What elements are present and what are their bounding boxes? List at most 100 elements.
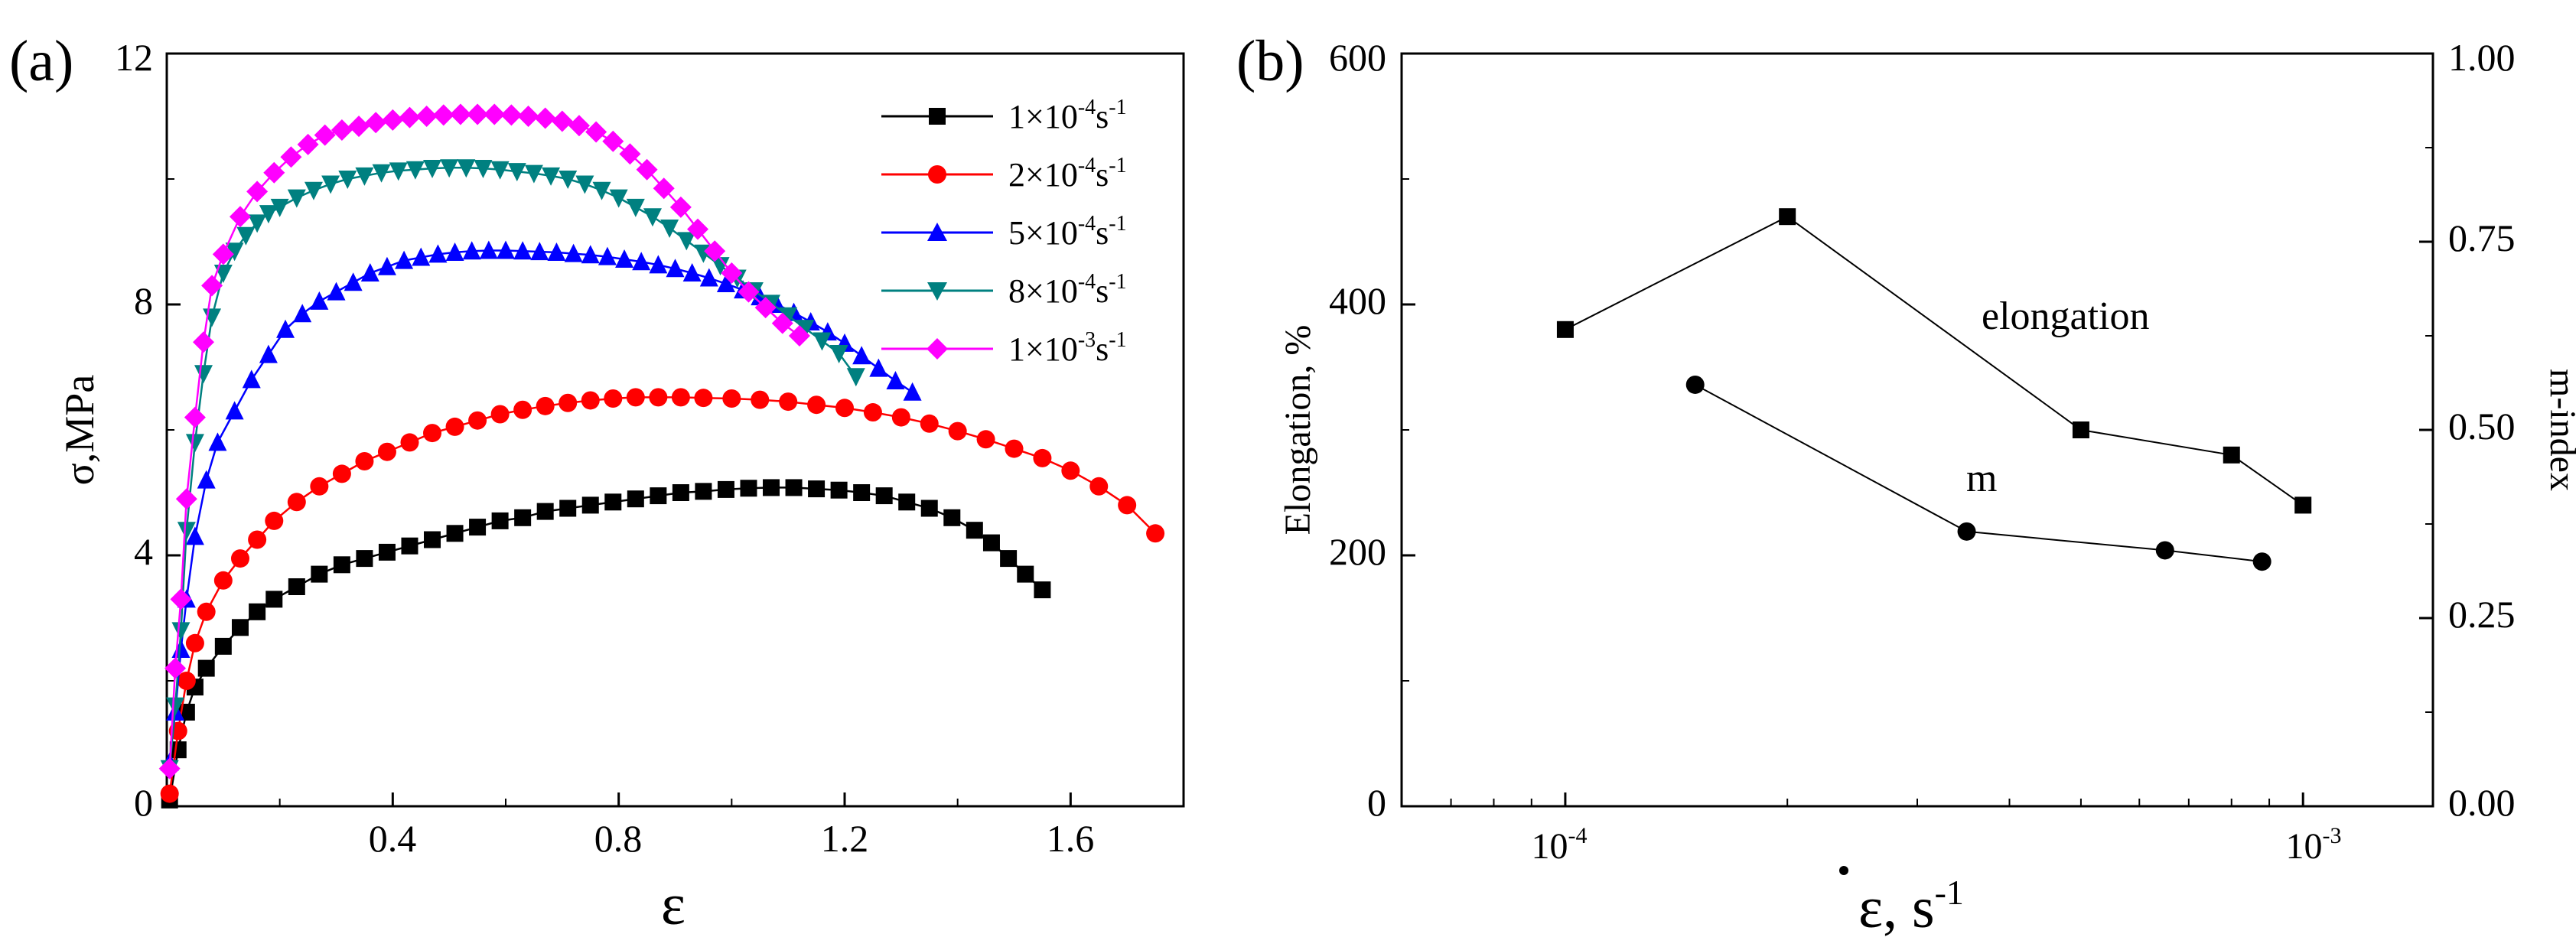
data-point-square	[265, 591, 283, 608]
data-point-diamond	[229, 206, 251, 228]
data-point-square	[214, 637, 232, 655]
data-point-diamond	[348, 116, 370, 138]
data-point-triangle-up	[513, 241, 532, 260]
legend-marker-triangle-down	[927, 282, 947, 301]
data-point-diamond	[158, 757, 181, 779]
data-point-diamond	[201, 275, 223, 297]
data-point-square	[943, 509, 961, 526]
data-point-square	[808, 480, 826, 498]
chart-b-ytick-right-label: 0.00	[2448, 781, 2516, 824]
data-point-square	[356, 550, 373, 568]
data-point-diamond	[365, 112, 387, 134]
legend-marker-circle	[928, 165, 946, 184]
data-point-circle	[1061, 461, 1080, 480]
data-point-circle	[536, 396, 555, 415]
data-point-triangle-up	[242, 369, 261, 389]
data-point-diamond	[687, 218, 709, 240]
data-point-triangle-up	[293, 304, 312, 323]
chart-a-xtick-label: 1.6	[1047, 817, 1095, 860]
data-point-circle	[1005, 439, 1024, 458]
data-point-circle	[490, 405, 510, 424]
data-point-triangle-down	[389, 162, 408, 181]
chart-b-ytick-right-label: 0.75	[2448, 216, 2516, 259]
chart-b-ytick-left-label: 400	[1329, 279, 1386, 322]
data-point-circle	[332, 464, 351, 483]
data-point-diamond	[653, 177, 675, 200]
chart-b-annotation-m: m	[1966, 457, 1997, 500]
data-point-diamond	[721, 262, 743, 284]
data-point-circle	[948, 421, 967, 441]
data-point-circle	[559, 393, 578, 412]
data-point-diamond	[212, 243, 234, 265]
data-point-diamond	[263, 161, 285, 184]
data-point-triangle-down	[259, 205, 278, 224]
legend-item: 5×10-4s-1	[881, 212, 1127, 252]
data-point-diamond	[551, 110, 573, 132]
legend-label: 1×10-4s-1	[1008, 96, 1127, 135]
data-point-square	[514, 509, 532, 526]
data-point-circle	[626, 388, 645, 407]
chart-b-ytick-right-label: 0.25	[2448, 593, 2516, 636]
data-point-triangle-down	[796, 320, 815, 339]
data-point-triangle-down	[829, 344, 848, 363]
data-point-triangle-up	[377, 256, 396, 275]
data-point-diamond	[382, 109, 404, 131]
data-point-m	[1685, 375, 1705, 394]
data-point-triangle-down	[677, 232, 696, 251]
data-point-square	[627, 490, 644, 508]
data-point-triangle-up	[225, 401, 244, 420]
data-point-triangle-down	[524, 164, 543, 184]
data-point-triangle-down	[609, 189, 628, 208]
data-point-diamond	[738, 281, 760, 303]
chart-a-ytick-label: 4	[134, 530, 153, 573]
data-point-square	[231, 619, 249, 636]
data-point-triangle-up	[699, 268, 718, 287]
data-point-square	[966, 522, 983, 539]
data-point-triangle-up	[479, 240, 498, 259]
data-point-diamond	[585, 121, 607, 143]
data-point-triangle-down	[490, 161, 510, 180]
data-point-triangle-down	[779, 307, 798, 326]
data-point-elongation	[1556, 321, 1574, 338]
data-point-triangle-up	[462, 241, 481, 260]
data-point-circle	[1033, 448, 1052, 467]
chart-b-ylabel-right: m-index	[2542, 369, 2576, 491]
data-point-diamond	[500, 104, 523, 126]
data-point-square	[763, 479, 780, 496]
chart-a-xlabel: ε	[661, 873, 686, 937]
data-point-square	[672, 484, 689, 501]
data-point-triangle-down	[338, 171, 357, 189]
data-point-triangle-up	[259, 344, 278, 363]
data-point-triangle-down	[270, 198, 289, 217]
data-point-square	[875, 487, 893, 505]
data-point-diamond	[517, 106, 539, 127]
data-point-triangle-up	[395, 250, 414, 269]
data-point-square	[581, 496, 599, 514]
data-point-diamond	[788, 325, 810, 347]
data-point-circle	[920, 414, 939, 433]
data-point-square	[695, 483, 712, 500]
series-line-m	[1695, 384, 2262, 563]
data-point-square	[740, 480, 757, 497]
chart-b-ytick-left-label: 200	[1329, 530, 1386, 573]
data-point-triangle-down	[236, 226, 256, 246]
data-point-elongation	[1779, 208, 1796, 226]
data-point-square	[249, 603, 266, 620]
data-point-triangle-up	[497, 240, 515, 259]
data-point-diamond	[484, 103, 506, 125]
data-point-triangle-up	[886, 371, 905, 390]
data-point-square	[717, 480, 734, 498]
chart-a-ytick-label: 12	[115, 36, 153, 79]
data-point-triangle-up	[197, 470, 216, 489]
chart-a-ylabel: σ,MPa	[57, 375, 103, 486]
data-point-triangle-up	[208, 432, 227, 451]
panel-a: (a) 0 4 8 12 0.4 0.8 1.2 1.6 ε σ,MPa 1×1…	[9, 29, 1185, 937]
data-point-square	[830, 481, 848, 499]
data-point-diamond	[399, 106, 421, 129]
data-point-square	[853, 484, 871, 501]
data-point-circle	[287, 493, 306, 512]
strain-rate-dot	[1839, 866, 1848, 875]
data-point-triangle-down	[507, 163, 526, 182]
data-point-square	[469, 519, 487, 536]
data-point-triangle-up	[869, 358, 888, 377]
